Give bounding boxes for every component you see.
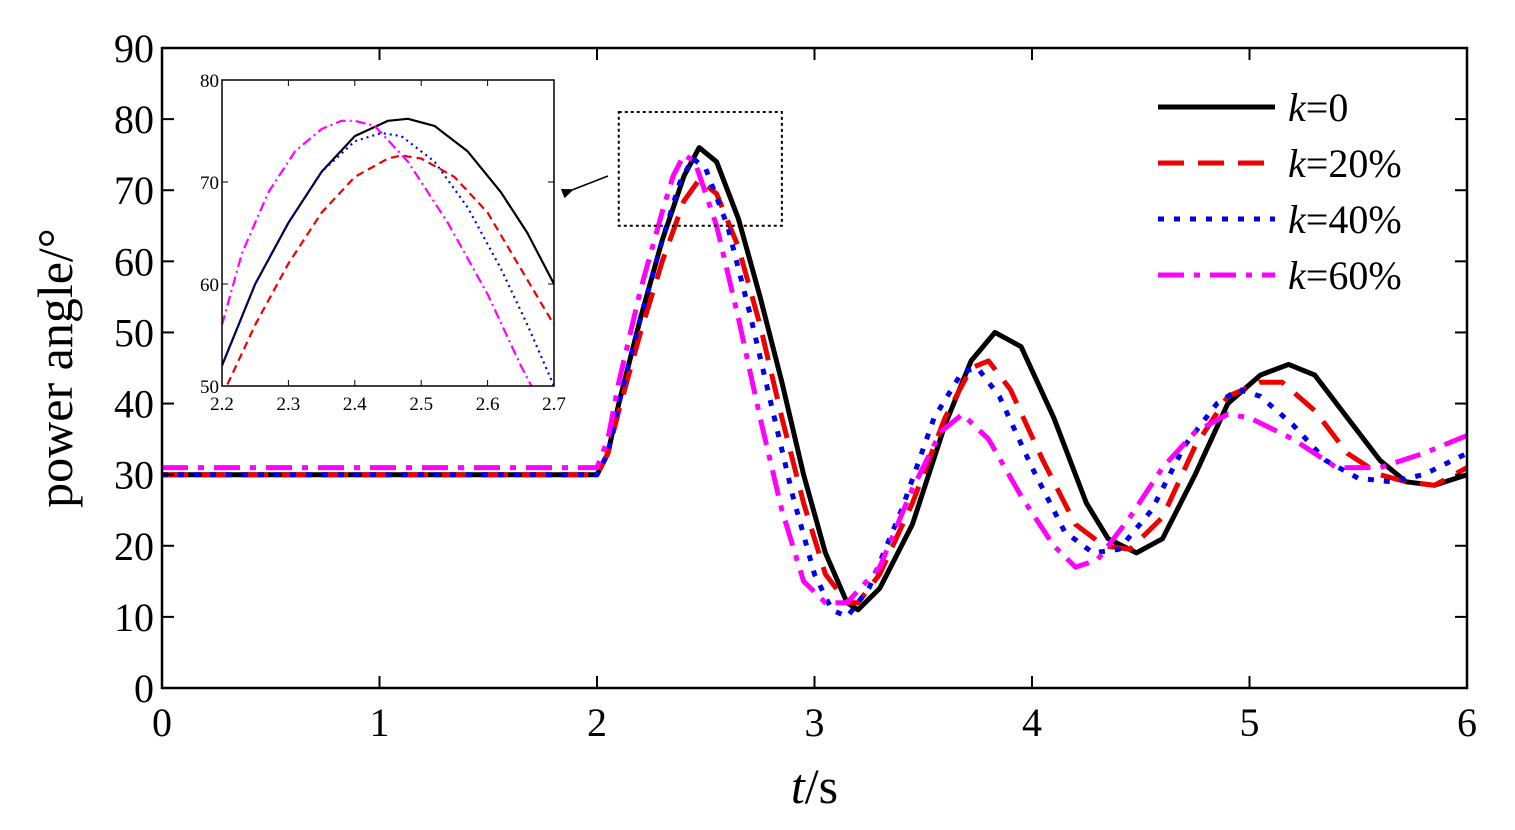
legend-label-var-1: k	[1288, 141, 1307, 186]
series-group	[162, 145, 1467, 620]
inset-x-tick-label-1: 2.3	[277, 394, 301, 415]
zoom-arrow	[560, 175, 609, 199]
x-tick-label-4: 4	[1022, 700, 1042, 745]
y-tick-label-2: 20	[114, 524, 154, 569]
x-axis-label-var: t	[791, 758, 806, 814]
x-tick-label-1: 1	[370, 700, 390, 745]
y-tick-label-6: 60	[114, 239, 154, 284]
inset-x-tick-label-0: 2.2	[210, 394, 234, 415]
y-tick-label-9: 90	[114, 26, 154, 71]
legend-label-var-3: k	[1288, 253, 1307, 298]
inset-y-tick-label-1: 60	[200, 275, 219, 296]
y-tick-label-0: 0	[134, 666, 154, 711]
y-tick-label-7: 70	[114, 168, 154, 213]
legend-label-var-0: k	[1288, 85, 1307, 130]
x-tick-label-2: 2	[587, 700, 607, 745]
legend-label-3: k=60%	[1288, 253, 1402, 298]
inset-x-tick-label-3: 2.5	[409, 394, 433, 415]
x-axis-label-unit: /s	[805, 758, 838, 814]
x-tick-label-5: 5	[1240, 700, 1260, 745]
legend-label-rest-3: =60%	[1306, 253, 1402, 298]
legend-label-rest-0: =0	[1306, 85, 1349, 130]
inset-frame	[221, 79, 555, 387]
inset-series-group	[222, 117, 554, 386]
y-tick-label-1: 10	[114, 595, 154, 640]
inset-x-tick-label-4: 2.6	[476, 394, 500, 415]
legend-label-var-2: k	[1288, 197, 1307, 242]
y-axis-label: power angle/°	[27, 228, 83, 508]
legend-label-1: k=20%	[1288, 141, 1402, 186]
zoom-box	[617, 111, 783, 227]
inset-y-tick-label-2: 70	[200, 173, 219, 194]
legend-label-rest-1: =20%	[1306, 141, 1402, 186]
series-line-2	[162, 155, 1467, 620]
inset-series-line-2	[222, 131, 554, 386]
inset-series-line-0	[222, 117, 554, 367]
inset-y-tick-label-0: 50	[200, 377, 219, 398]
x-tick-label-6: 6	[1457, 700, 1477, 745]
y-tick-label-3: 30	[114, 453, 154, 498]
legend-label-2: k=40%	[1288, 197, 1402, 242]
legend-label-rest-2: =40%	[1306, 197, 1402, 242]
series-line-3	[162, 152, 1467, 606]
y-tick-label-8: 80	[114, 97, 154, 142]
y-tick-label-5: 50	[114, 310, 154, 355]
inset-x-tick-label-5: 2.7	[542, 394, 566, 415]
x-tick-label-3: 3	[805, 700, 825, 745]
inset-series-line-1	[225, 154, 554, 386]
x-tick-label-0: 0	[152, 700, 172, 745]
inset-x-tick-label-2: 2.4	[343, 394, 367, 415]
inset-series-line-3	[222, 119, 533, 386]
inset-y-tick-label-3: 80	[200, 71, 219, 92]
inset-background	[222, 80, 554, 386]
legend-label-0: k=0	[1288, 85, 1348, 130]
x-axis-label: t/s	[791, 758, 838, 814]
y-tick-label-4: 40	[114, 382, 154, 427]
